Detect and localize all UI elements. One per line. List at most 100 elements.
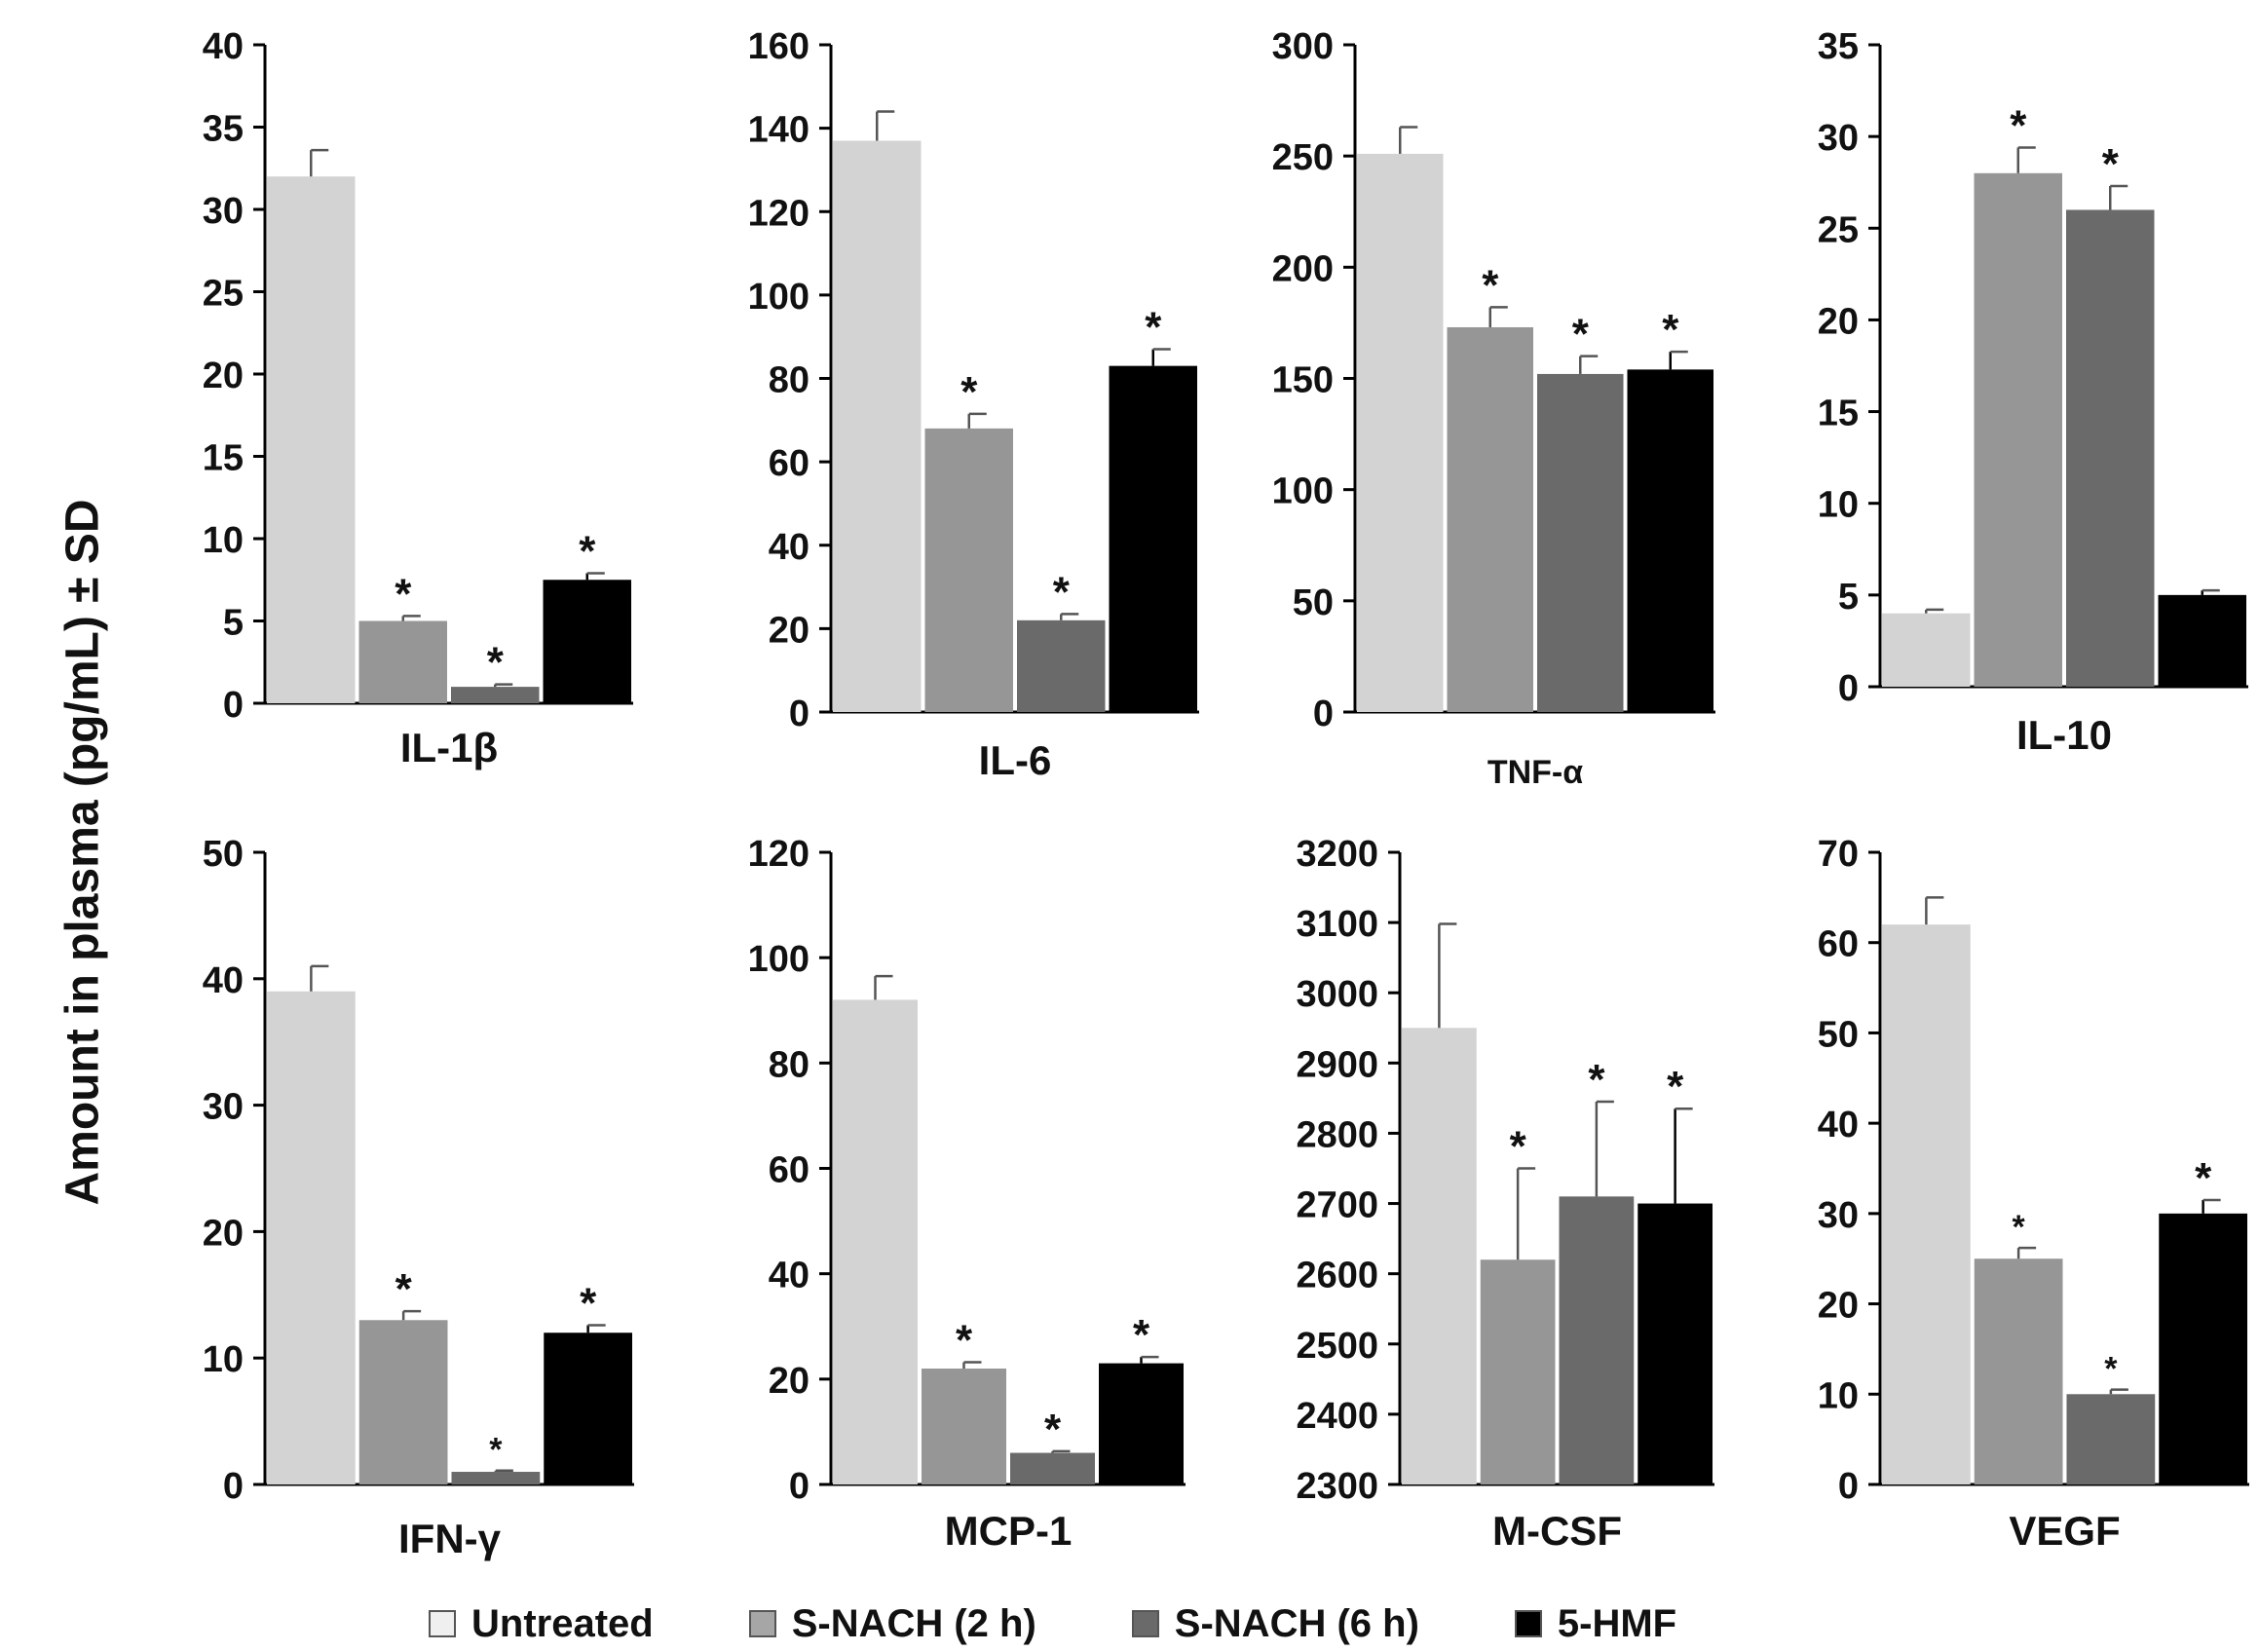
- y-tick-label: 30: [203, 1087, 244, 1128]
- significance-star: *: [2102, 140, 2120, 188]
- y-tick-label: 3200: [1296, 834, 1378, 875]
- bar-snach-6h: [1559, 1196, 1635, 1484]
- y-tick-label: 50: [1818, 1014, 1859, 1055]
- significance-star: *: [1510, 1123, 1527, 1171]
- y-tick-label: 40: [769, 1256, 809, 1296]
- legend-label: 5-HMF: [1557, 1601, 1677, 1645]
- bar-snach-6h: [2066, 209, 2155, 687]
- y-tick-label: 120: [748, 834, 809, 875]
- y-tick-label: 15: [1818, 394, 1859, 434]
- y-tick-label: 35: [203, 109, 244, 150]
- y-tick-label: 5: [1838, 577, 1859, 618]
- bar-snach-2h: [922, 1369, 1006, 1484]
- y-tick-label: 35: [1818, 26, 1859, 67]
- y-tick-label: 50: [203, 834, 244, 875]
- bar-snach-6h: [451, 1472, 541, 1484]
- y-tick-label: 20: [1818, 1286, 1859, 1327]
- y-tick-label: 25: [203, 274, 244, 315]
- panel-title: IFN-γ: [398, 1516, 502, 1561]
- y-tick-label: 30: [1818, 118, 1859, 159]
- bar-untreated: [267, 991, 356, 1484]
- bar-snach-2h: [924, 428, 1013, 712]
- significance-star: *: [960, 368, 978, 416]
- y-tick-label: 70: [1818, 834, 1859, 875]
- significance-star: *: [1667, 1063, 1684, 1110]
- bar-snach-2h: [1974, 1258, 2063, 1484]
- panel-title: TNF-α: [1487, 754, 1583, 791]
- y-tick-label: 60: [769, 1150, 809, 1191]
- legend-swatch-5-hmf: [1514, 1610, 1542, 1637]
- bar-snach-6h: [451, 687, 540, 703]
- bar-snach-2h: [358, 1320, 448, 1484]
- y-tick-label: 0: [1838, 668, 1859, 709]
- significance-star: *: [1482, 261, 1499, 309]
- y-tick-label: 0: [1313, 694, 1334, 734]
- bar-snach-6h: [2066, 1394, 2156, 1484]
- bar-5-hmf: [1099, 1363, 1184, 1484]
- bar-untreated: [1402, 1028, 1477, 1484]
- y-tick-label: 30: [203, 191, 244, 232]
- bar-snach-6h: [1017, 620, 1106, 712]
- panel-title: IL-6: [979, 737, 1052, 783]
- bar-untreated: [833, 140, 922, 712]
- y-tick-label: 2900: [1296, 1044, 1378, 1085]
- y-tick-label: 0: [789, 1466, 809, 1507]
- legend-label: S-NACH (6 h): [1174, 1601, 1419, 1645]
- y-tick-label: 100: [748, 939, 809, 980]
- chart-panel-3: 0 50 100 150 200 250 300 * * * TNF-α: [1272, 26, 1715, 791]
- significance-star: *: [2010, 101, 2027, 149]
- significance-star: *: [1133, 1311, 1150, 1359]
- significance-star: *: [1588, 1056, 1605, 1104]
- legend-label: Untreated: [471, 1601, 654, 1645]
- bar-5-hmf: [1627, 369, 1713, 712]
- legend-swatch-untreated: [429, 1610, 456, 1637]
- y-tick-label: 150: [1272, 360, 1334, 401]
- bar-snach-6h: [1010, 1452, 1095, 1484]
- y-tick-label: 40: [1818, 1105, 1859, 1145]
- y-tick-label: 200: [1272, 248, 1334, 289]
- significance-star: *: [956, 1317, 973, 1365]
- bar-5-hmf: [1109, 365, 1197, 712]
- bar-snach-6h: [1537, 373, 1624, 712]
- significance-star: *: [395, 570, 412, 618]
- y-tick-label: 120: [748, 193, 809, 234]
- significance-star: *: [2104, 1351, 2118, 1388]
- y-tick-label: 140: [748, 110, 809, 151]
- legend-item-snach-6h: S-NACH (6 h): [1131, 1601, 1419, 1646]
- bar-5-hmf: [2159, 1213, 2247, 1484]
- bar-untreated: [1357, 153, 1444, 713]
- y-tick-label: 3100: [1296, 904, 1378, 945]
- y-tick-label: 300: [1272, 26, 1334, 67]
- legend-item-untreated: Untreated: [429, 1602, 654, 1646]
- bar-untreated: [267, 176, 356, 703]
- legend-swatch-snach-2h: [748, 1610, 776, 1637]
- panel-title: M-CSF: [1492, 1508, 1622, 1554]
- bar-untreated: [1882, 613, 1971, 687]
- y-tick-label: 0: [789, 694, 809, 734]
- y-tick-label: 20: [769, 610, 809, 651]
- y-tick-label: 5: [223, 603, 244, 644]
- significance-star: *: [489, 1432, 503, 1469]
- bar-5-hmf: [1638, 1203, 1713, 1484]
- y-tick-label: 40: [769, 527, 809, 568]
- y-tick-label: 2300: [1296, 1466, 1378, 1507]
- panel-title: MCP-1: [945, 1508, 1073, 1554]
- y-tick-label: 20: [203, 356, 244, 396]
- y-tick-label: 3000: [1296, 974, 1378, 1015]
- y-tick-label: 2500: [1296, 1326, 1378, 1367]
- y-tick-label: 0: [223, 1466, 244, 1507]
- chart-panel-6: 0 20 40 60 80 100 120 * * * MCP-1: [748, 834, 1186, 1554]
- chart-panel-1: 0 5 10 15 20 25 30 35 40 * * * IL-1β: [203, 26, 633, 770]
- y-tick-label: 20: [769, 1361, 809, 1402]
- bar-5-hmf: [2158, 594, 2246, 687]
- y-tick-label: 80: [769, 1044, 809, 1085]
- y-tick-label: 40: [203, 960, 244, 1001]
- bar-5-hmf: [543, 580, 631, 703]
- y-tick-label: 2400: [1296, 1396, 1378, 1437]
- y-tick-label: 40: [203, 26, 244, 67]
- y-tick-label: 2600: [1296, 1256, 1378, 1296]
- significance-star: *: [487, 639, 505, 687]
- chart-panel-7: 2300 2400 2500 2600 2700 2800 2900 3000 3100 3200…: [1296, 834, 1714, 1554]
- significance-star: *: [395, 1265, 413, 1313]
- y-tick-label: 25: [1818, 209, 1859, 250]
